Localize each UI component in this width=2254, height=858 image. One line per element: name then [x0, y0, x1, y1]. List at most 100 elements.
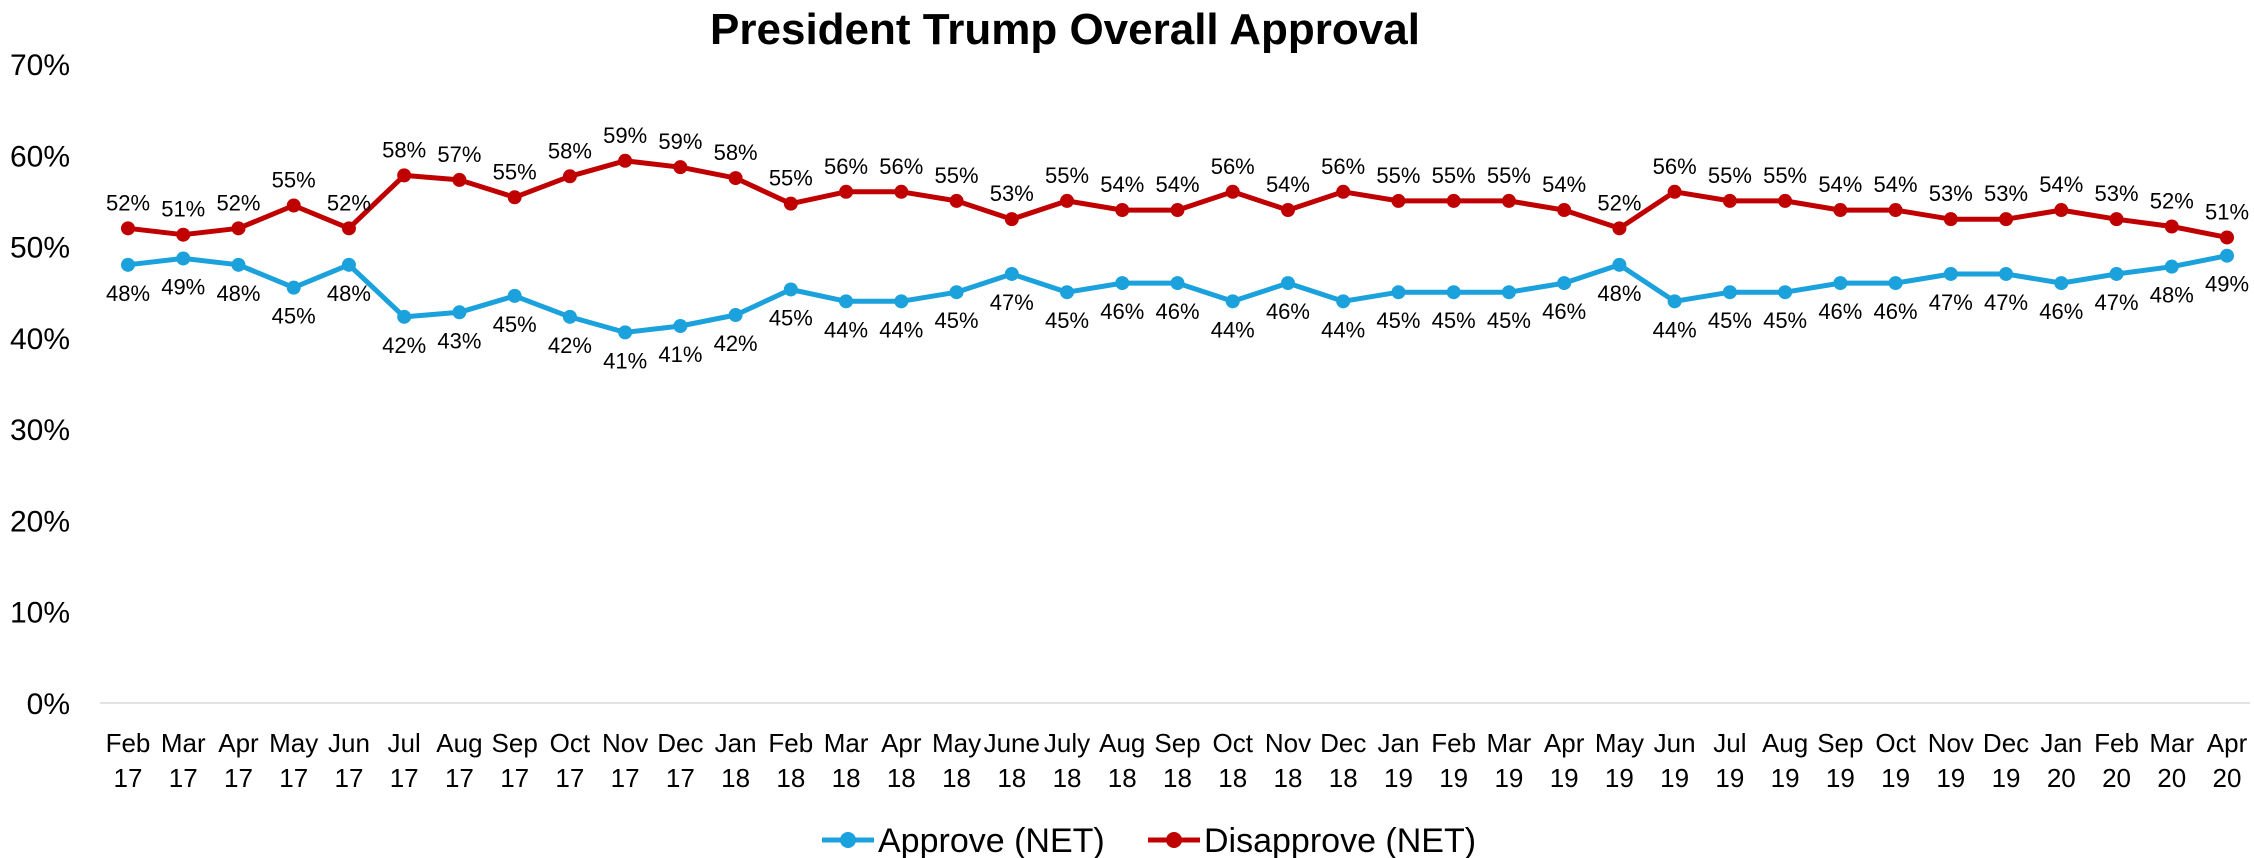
x-tick-year: 18: [721, 763, 750, 793]
x-tick-year: 19: [1826, 763, 1855, 793]
x-tick-month: May: [269, 728, 318, 758]
x-tick-year: 19: [1605, 763, 1634, 793]
x-tick-month: Feb: [2094, 728, 2139, 758]
disapprove-net-data-label: 53%: [2095, 181, 2139, 206]
approve-net-data-label: 45%: [1708, 308, 1752, 333]
approve-net-point: [1391, 285, 1406, 300]
approve-net-point: [2109, 266, 2124, 281]
disapprove-net-data-label: 56%: [1321, 154, 1365, 179]
disapprove-net-point: [1612, 221, 1627, 236]
disapprove-net-point: [2220, 230, 2234, 245]
disapprove-net-point: [1501, 193, 1516, 208]
disapprove-net-point: [1446, 193, 1461, 208]
approve-net-point: [397, 309, 412, 324]
approve-net-data-label: 41%: [658, 342, 702, 367]
approve-net-point: [783, 282, 798, 297]
disapprove-net-data-label: 51%: [2205, 199, 2249, 224]
approve-net-point: [1004, 266, 1019, 281]
disapprove-net-point: [1722, 193, 1737, 208]
disapprove-net-data-label: 52%: [327, 190, 371, 215]
approve-net-data-label: 45%: [1045, 308, 1089, 333]
approve-net-point: [1833, 276, 1848, 291]
disapprove-net-point: [1999, 212, 2014, 227]
approve-net-point: [1778, 285, 1793, 300]
disapprove-net-data-label: 56%: [1653, 154, 1697, 179]
x-tick-year: 18: [997, 763, 1026, 793]
disapprove-net-data-label: 54%: [1100, 172, 1144, 197]
disapprove-net-point: [121, 221, 135, 236]
disapprove-net-data-label: 53%: [990, 181, 1034, 206]
approve-net-point: [1446, 285, 1461, 300]
y-tick-label: 50%: [10, 232, 70, 265]
approve-net-point: [1943, 266, 1958, 281]
disapprove-net-point: [1557, 203, 1572, 218]
approve-net-series: 48% 49% 48% 45% 48% 42% 43% 45% 42% 41% 41% 42% 45% 4…: [106, 248, 2249, 373]
approve-net-data-label: 46%: [1100, 299, 1144, 324]
disapprove-net-point: [507, 190, 522, 205]
disapprove-net-data-label: 55%: [1432, 163, 1476, 188]
approve-net-data-label: 49%: [161, 274, 205, 299]
disapprove-net-data-label: 58%: [548, 138, 592, 163]
disapprove-net-data-label: 58%: [714, 140, 758, 165]
chart-title: President Trump Overall Approval: [710, 5, 1420, 54]
y-tick-label: 40%: [10, 323, 70, 356]
approve-net-point: [1888, 276, 1903, 291]
x-tick-month: Jun: [1654, 728, 1696, 758]
disapprove-net-data-label: 55%: [1045, 163, 1089, 188]
legend-label: Approve (NET): [878, 822, 1105, 858]
x-tick-year: 18: [832, 763, 861, 793]
approve-net-point: [341, 257, 356, 272]
approve-net-data-label: 43%: [437, 328, 481, 353]
legend-swatch-marker: [840, 832, 856, 848]
y-tick-label: 20%: [10, 505, 70, 538]
disapprove-net-point: [1004, 212, 1019, 227]
approve-net-data-label: 41%: [603, 348, 647, 373]
disapprove-net-point: [1336, 184, 1351, 199]
approve-net-point: [1170, 276, 1185, 291]
approve-net-data-label: 44%: [1653, 317, 1697, 342]
disapprove-net-data-label: 53%: [1984, 181, 2028, 206]
x-tick-month: May: [1595, 728, 1644, 758]
x-tick-month: Mar: [161, 728, 206, 758]
disapprove-net-point: [1888, 203, 1903, 218]
x-tick-month: Mar: [824, 728, 869, 758]
x-tick-year: 19: [1494, 763, 1523, 793]
approve-net-point: [562, 309, 577, 324]
approve-net-data-label: 42%: [382, 333, 426, 358]
disapprove-net-point: [783, 196, 798, 211]
x-tick-month: Sep: [492, 728, 538, 758]
disapprove-net-data-label: 52%: [216, 190, 260, 215]
approve-net-point: [231, 257, 246, 272]
x-tick-year: 18: [1274, 763, 1303, 793]
legend-label: Disapprove (NET): [1204, 822, 1476, 858]
x-tick-month: Jun: [328, 728, 370, 758]
x-tick-year: 19: [1550, 763, 1579, 793]
x-tick-year: 20: [2213, 763, 2242, 793]
x-tick-year: 18: [887, 763, 916, 793]
approve-net-point: [1225, 294, 1240, 309]
approve-net-point: [1501, 285, 1516, 300]
x-tick-month: Apr: [1544, 728, 1585, 758]
x-tick-month: Oct: [1875, 728, 1916, 758]
disapprove-net-point: [231, 221, 246, 236]
x-tick-year: 17: [555, 763, 584, 793]
x-tick-year: 17: [169, 763, 198, 793]
approve-net-data-label: 48%: [327, 281, 371, 306]
x-tick-month: Dec: [1983, 728, 2029, 758]
x-tick-month: Sep: [1817, 728, 1863, 758]
x-tick-month: Jul: [1713, 728, 1746, 758]
x-tick-month: Aug: [1762, 728, 1808, 758]
approve-net-point: [452, 305, 467, 320]
approve-net-data-label: 46%: [1542, 299, 1586, 324]
approve-net-point: [1336, 294, 1351, 309]
disapprove-net-point: [949, 193, 964, 208]
x-tick-month: Mar: [1487, 728, 1532, 758]
approve-net-data-label: 45%: [1763, 308, 1807, 333]
disapprove-net-point: [839, 184, 854, 199]
approve-net-data-label: 48%: [1597, 281, 1641, 306]
series-layer: 48% 49% 48% 45% 48% 42% 43% 45% 42% 41% 41% 42% 45% 4…: [106, 123, 2249, 374]
x-tick-year: 18: [776, 763, 805, 793]
approve-net-point: [507, 288, 522, 303]
x-tick-year: 19: [1936, 763, 1965, 793]
